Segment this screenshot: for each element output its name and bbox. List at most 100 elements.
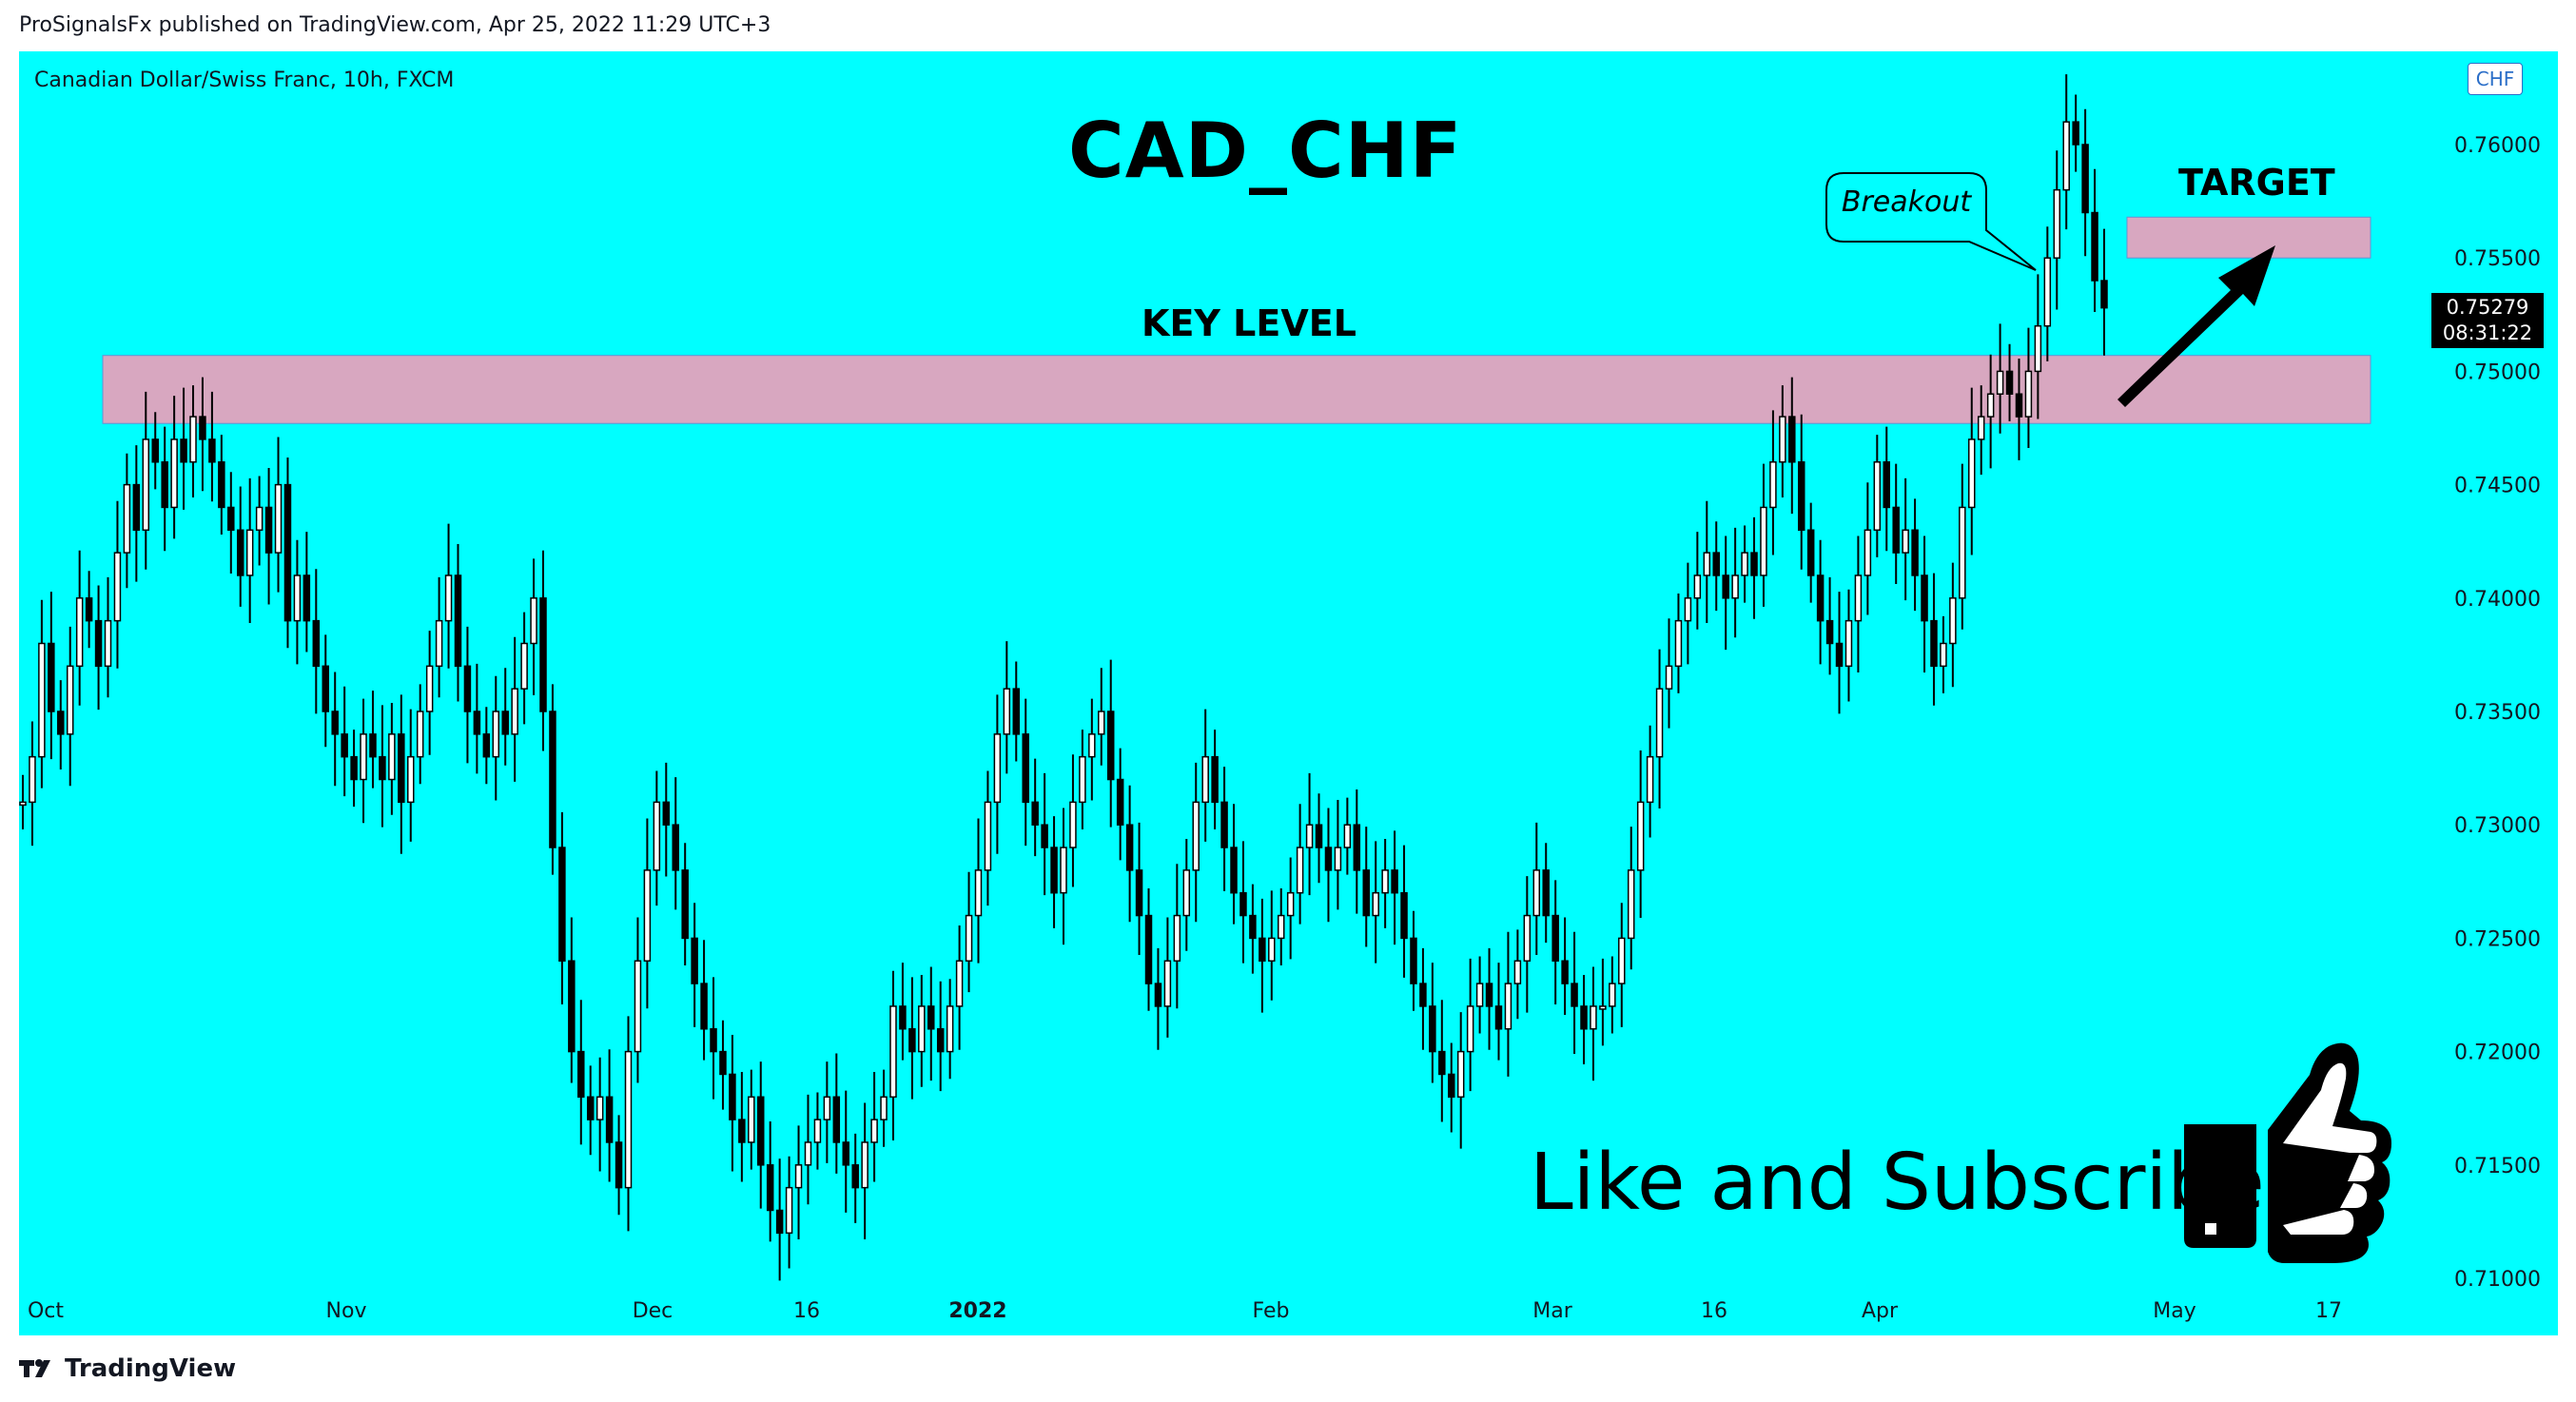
candle-body xyxy=(1220,801,1228,848)
candle xyxy=(1305,772,1314,896)
candle-body xyxy=(454,574,462,668)
key-level-label: KEY LEVEL xyxy=(1142,302,1356,344)
candle xyxy=(719,1020,727,1110)
candle xyxy=(331,672,339,787)
tradingview-logo[interactable]: TradingView xyxy=(19,1354,236,1383)
candle xyxy=(1779,385,1786,497)
last-price: 0.75279 xyxy=(2446,296,2529,319)
price-tick-label: 0.71000 xyxy=(2454,1268,2541,1292)
price-tick-label: 0.73500 xyxy=(2454,701,2541,725)
candle xyxy=(1921,535,1928,672)
candle-body xyxy=(1542,869,1550,917)
candle xyxy=(936,981,945,1092)
candle xyxy=(662,762,671,877)
candle xyxy=(123,453,131,589)
candle xyxy=(624,1016,633,1232)
candle xyxy=(1996,323,2004,434)
target-arrow xyxy=(2117,245,2275,407)
candle xyxy=(1873,435,1882,557)
candle-body xyxy=(965,914,973,962)
candle xyxy=(19,774,27,829)
candle xyxy=(283,457,292,649)
candle-body xyxy=(1448,1073,1455,1099)
candle-body xyxy=(29,755,36,804)
currency-badge[interactable]: CHF xyxy=(2468,63,2523,95)
candle-body xyxy=(1182,869,1191,917)
candle-body xyxy=(918,1005,926,1053)
candle-body xyxy=(2015,393,2023,418)
candle-body xyxy=(407,755,415,804)
candle xyxy=(1731,527,1739,638)
candle-body xyxy=(208,438,216,463)
candle xyxy=(264,467,273,605)
price-tick-label: 0.75000 xyxy=(2454,360,2541,384)
candle xyxy=(85,571,93,649)
candle-body xyxy=(1864,529,1872,576)
candle-body xyxy=(1277,914,1285,940)
candle-body xyxy=(1996,370,2004,395)
candle xyxy=(1930,573,1938,706)
candle xyxy=(1609,956,1616,1034)
candle-body xyxy=(492,711,500,758)
candle xyxy=(1419,947,1427,1050)
candle xyxy=(48,592,55,760)
candle xyxy=(245,477,254,624)
chart-title: CAD_CHF xyxy=(1068,107,1463,195)
candle xyxy=(530,558,537,695)
candle-body xyxy=(1372,891,1379,917)
candle xyxy=(1665,618,1673,729)
candle-body xyxy=(729,1073,736,1120)
candle xyxy=(946,979,954,1080)
candle-body xyxy=(1060,847,1067,894)
price-tick-label: 0.72500 xyxy=(2454,927,2541,951)
time-tick-label: 16 xyxy=(1701,1299,1727,1323)
candle-body xyxy=(350,755,358,781)
candle xyxy=(1438,1000,1446,1122)
candle-body xyxy=(66,665,74,735)
candle xyxy=(2024,327,2033,448)
candle xyxy=(1693,532,1702,630)
candle xyxy=(775,1159,784,1281)
candle-body xyxy=(1561,960,1569,984)
candle-body xyxy=(539,597,547,712)
candle xyxy=(1116,748,1124,861)
chart-panel[interactable] xyxy=(19,51,2558,1335)
candle xyxy=(1722,535,1729,651)
candle-body xyxy=(1031,801,1039,826)
candle xyxy=(586,1065,595,1156)
candle xyxy=(1296,804,1304,925)
tradingview-logo-icon xyxy=(19,1359,50,1377)
candle-body xyxy=(889,1005,897,1099)
candle-body xyxy=(1968,438,1976,509)
candle-body xyxy=(1324,847,1333,871)
candle-body xyxy=(1438,1050,1446,1076)
candle-body xyxy=(1731,574,1739,599)
candle-body xyxy=(748,1096,755,1143)
candle xyxy=(634,917,642,1083)
candles-layer xyxy=(19,74,2108,1281)
candle xyxy=(1504,931,1512,1077)
candle xyxy=(1703,500,1711,624)
candle xyxy=(1429,963,1436,1083)
candle-body xyxy=(341,733,348,758)
candle-body xyxy=(2053,188,2061,259)
candle-body xyxy=(1551,914,1559,962)
candle-body xyxy=(1825,619,1834,645)
candle xyxy=(274,437,283,593)
candle xyxy=(2043,226,2052,361)
candle xyxy=(379,705,386,828)
candle-body xyxy=(577,1050,585,1099)
candle-body xyxy=(1249,914,1257,940)
candle-body xyxy=(1296,847,1304,894)
candle xyxy=(1532,822,1541,956)
candle xyxy=(520,612,528,725)
candle xyxy=(1050,816,1058,928)
candle-body xyxy=(643,869,652,962)
candle xyxy=(1410,910,1417,1011)
candle-body xyxy=(94,619,103,668)
candle-body xyxy=(662,801,671,826)
candle-body xyxy=(1003,688,1011,735)
candle xyxy=(1475,956,1484,1034)
candle-body xyxy=(851,1164,859,1189)
target-zone xyxy=(2126,216,2371,259)
